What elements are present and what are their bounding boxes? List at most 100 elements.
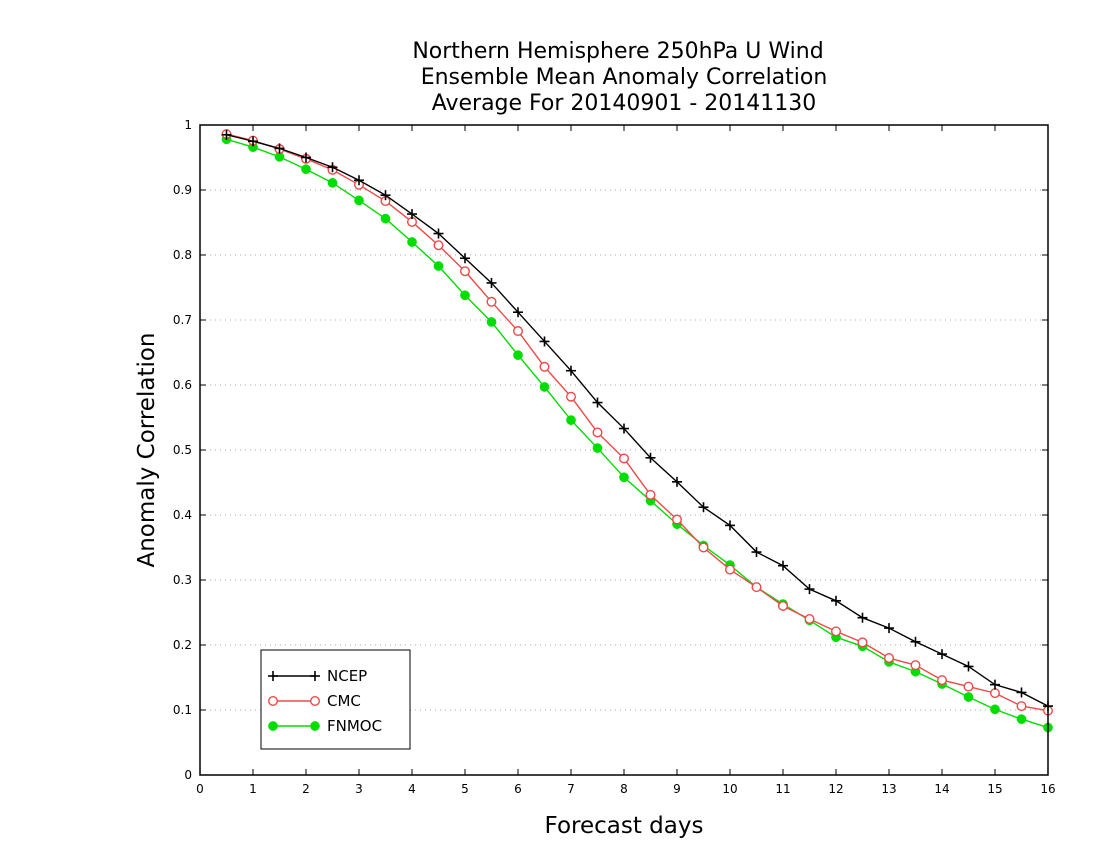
series-cmc (221, 129, 1053, 716)
chart-title: Northern Hemisphere 250hPa U Wind Ensemb… (412, 39, 827, 116)
data-point-cmc (539, 361, 550, 372)
data-point-cmc (831, 626, 842, 637)
series-line-cmc (226, 133, 1049, 712)
x-axis: 0 1 2 3 4 5 6 7 8 9 10 11 12 13 14 15 16 (196, 125, 1056, 796)
data-point-ncep (592, 397, 603, 408)
x-tick-label: 2 (302, 782, 310, 796)
data-point-ncep (274, 143, 285, 154)
x-tick-label: 12 (828, 782, 843, 796)
legend-label-ncep: NCEP (327, 667, 367, 685)
data-point-ncep (619, 423, 629, 434)
data-point-cmc (857, 637, 868, 648)
data-point-ncep (301, 152, 311, 163)
data-point-fnmoc (354, 195, 364, 206)
legend-label-cmc: CMC (327, 692, 361, 710)
x-tick-label: 13 (881, 782, 896, 796)
data-point-ncep (566, 365, 576, 376)
data-point-fnmoc (566, 415, 576, 425)
x-tick-label: 16 (1040, 782, 1055, 796)
data-point-ncep (327, 162, 338, 173)
legend-marker-fnmoc (310, 721, 320, 731)
x-tick-label: 5 (461, 782, 469, 796)
data-point-cmc (725, 564, 736, 575)
x-axis-label: Forecast days (545, 813, 704, 839)
title-line-2: Ensemble Mean Anomaly Correlation (421, 65, 828, 90)
data-point-fnmoc (539, 382, 550, 392)
y-tick-label: 0.5 (173, 443, 192, 457)
data-point-fnmoc (990, 704, 1000, 715)
data-point-ncep (963, 661, 974, 672)
data-point-cmc (778, 601, 789, 612)
legend-marker-cmc (310, 696, 321, 707)
data-point-fnmoc (407, 237, 417, 247)
data-point-cmc (751, 582, 762, 593)
data-point-cmc (990, 688, 1001, 699)
data-point-cmc (963, 681, 974, 692)
data-point-ncep (539, 336, 550, 347)
data-point-cmc (804, 614, 815, 625)
data-point-ncep (407, 209, 417, 220)
x-tick-label: 3 (355, 782, 363, 796)
data-point-cmc (619, 453, 630, 464)
data-point-ncep (645, 452, 656, 463)
data-point-ncep (672, 476, 682, 487)
legend-marker-fnmoc (268, 721, 278, 731)
x-tick-label: 11 (775, 782, 790, 796)
legend-marker-ncep (310, 671, 320, 681)
data-point-fnmoc (513, 350, 523, 360)
data-point-ncep (831, 595, 841, 606)
data-point-fnmoc (380, 213, 391, 224)
data-point-ncep (1016, 687, 1027, 698)
data-point-fnmoc (301, 164, 311, 175)
legend-box (260, 649, 411, 750)
y-axis-label: Anomaly Correlation (134, 332, 160, 567)
data-point-cmc (513, 326, 524, 337)
data-point-fnmoc (963, 692, 974, 702)
x-tick-label: 14 (934, 782, 949, 796)
y-tick-label: 0.9 (173, 183, 192, 197)
x-tick-label: 6 (514, 782, 522, 796)
data-point-cmc (645, 489, 656, 500)
x-tick-label: 10 (722, 782, 737, 796)
y-tick-label: 0.4 (173, 508, 192, 522)
x-tick-label: 9 (673, 782, 681, 796)
data-point-ncep (937, 649, 947, 660)
legend-marker-ncep (268, 671, 278, 681)
data-point-ncep (354, 175, 364, 186)
data-point-ncep (910, 636, 921, 647)
data-point-cmc (592, 427, 603, 438)
grid-lines (200, 189, 1048, 711)
x-tick-label: 0 (196, 782, 204, 796)
y-tick-label: 0.1 (173, 703, 192, 717)
data-point-ncep (460, 253, 470, 264)
data-point-ncep (804, 584, 815, 595)
data-point-fnmoc (619, 472, 629, 483)
y-tick-label: 0.2 (173, 638, 192, 652)
data-point-ncep (486, 277, 497, 288)
data-point-ncep (751, 547, 762, 558)
title-line-3: Average For 20140901 - 20141130 (432, 91, 817, 116)
legend-marker-cmc (268, 696, 279, 707)
x-tick-label: 7 (567, 782, 575, 796)
series-fnmoc (221, 134, 1053, 733)
legend: NCEP CMC FNMOC (260, 649, 411, 750)
y-axis: 0 0.1 0.2 0.3 0.4 0.5 0.6 0.7 0.8 0.9 1 (173, 118, 1048, 782)
legend-label-fnmoc: FNMOC (327, 717, 382, 735)
x-tick-label: 1 (249, 782, 257, 796)
data-point-ncep (778, 560, 788, 571)
data-point-fnmoc (433, 261, 444, 271)
legend-item-ncep: NCEP (268, 667, 367, 685)
y-tick-label: 1 (184, 118, 192, 132)
data-point-cmc (460, 266, 471, 277)
data-point-ncep (221, 129, 232, 140)
y-tick-label: 0.3 (173, 573, 192, 587)
data-point-cmc (566, 391, 577, 402)
plot-series (221, 129, 1053, 733)
data-point-cmc (910, 660, 921, 671)
data-point-fnmoc (1016, 714, 1027, 724)
series-line-ncep (226, 134, 1049, 707)
y-tick-label: 0 (184, 768, 192, 782)
data-point-ncep (433, 228, 444, 239)
data-point-cmc (433, 240, 444, 251)
